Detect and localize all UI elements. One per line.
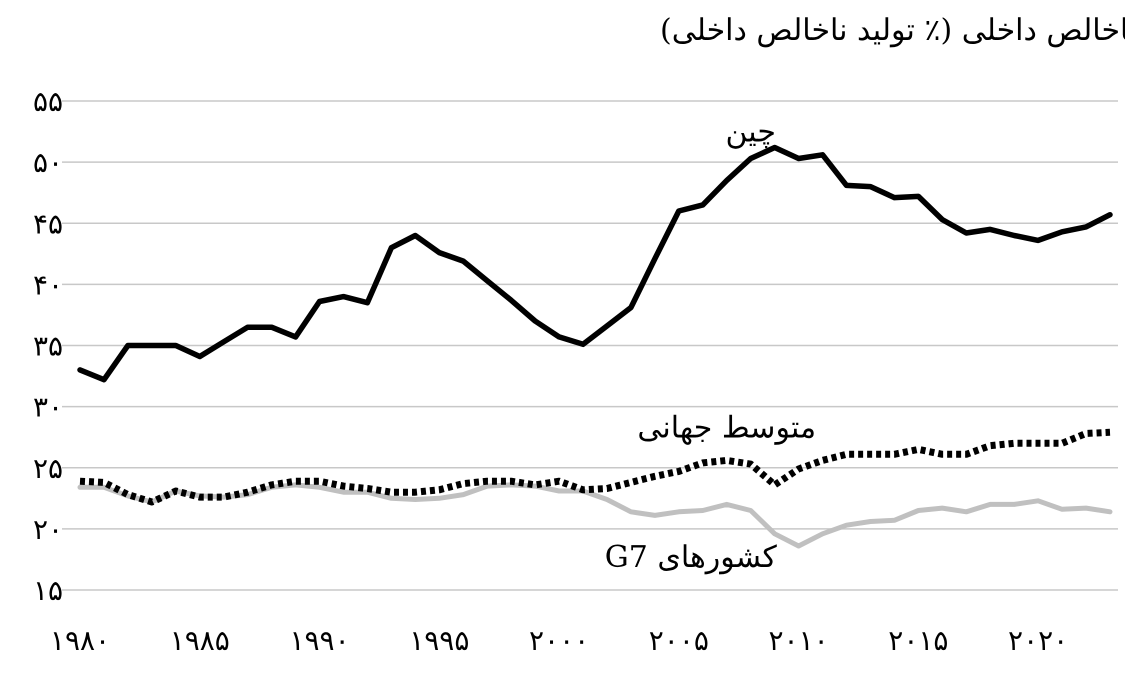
- gridlines: [62, 100, 1118, 591]
- y-tick-label: ۲۰: [33, 513, 63, 546]
- y-tick-label: ۲۵: [33, 452, 63, 485]
- y-axis-ticks: ۱۵ ۲۰ ۲۵ ۳۰ ۳۵ ۴۰ ۴۵ ۵۰ ۵۵: [33, 85, 63, 607]
- series-line-2: [77, 482, 1113, 549]
- series-line-1: [79, 428, 1111, 506]
- y-tick-label: ۱۵: [33, 574, 63, 607]
- y-tick-label: ۵۰: [33, 146, 63, 179]
- chart-title: پس‌انداز ناخالص داخلی (٪ تولید ناخالص دا…: [660, 13, 1125, 48]
- y-tick-label: ۴۵: [33, 207, 63, 240]
- x-tick-label: ۱۹۹۵: [409, 624, 469, 657]
- y-tick-label: ۴۰: [33, 268, 63, 301]
- x-tick-label: ۱۹۹۰: [289, 624, 349, 657]
- x-tick-label: ۲۰۱۰: [769, 624, 829, 657]
- series-line-0: [77, 144, 1113, 383]
- x-tick-label: ۲۰۲۰: [1008, 624, 1068, 657]
- series-label-2: کشورهای G7: [605, 540, 778, 575]
- x-tick-label: ۱۹۸۵: [170, 624, 230, 657]
- series-lines: [77, 144, 1113, 549]
- x-axis-ticks: ۱۹۸۰ ۱۹۸۵ ۱۹۹۰ ۱۹۹۵ ۲۰۰۰ ۲۰۰۵ ۲۰۱۰ ۲۰۱۵ ۲۰۲۰: [50, 624, 1068, 657]
- y-tick-label: ۳۰: [33, 391, 63, 424]
- x-tick-label: ۲۰۰۵: [649, 624, 709, 657]
- x-tick-label: ۱۹۸۰: [50, 624, 110, 657]
- series-label-0: چین: [725, 115, 775, 150]
- series-labels: چین متوسط جهانی کشورهای G7: [605, 115, 816, 575]
- series-label-1: متوسط جهانی: [637, 410, 816, 445]
- y-tick-label: ۳۵: [33, 330, 63, 363]
- y-tick-label: ۵۵: [33, 85, 63, 118]
- x-tick-label: ۲۰۰۰: [529, 624, 589, 657]
- x-tick-label: ۲۰۱۵: [888, 624, 948, 657]
